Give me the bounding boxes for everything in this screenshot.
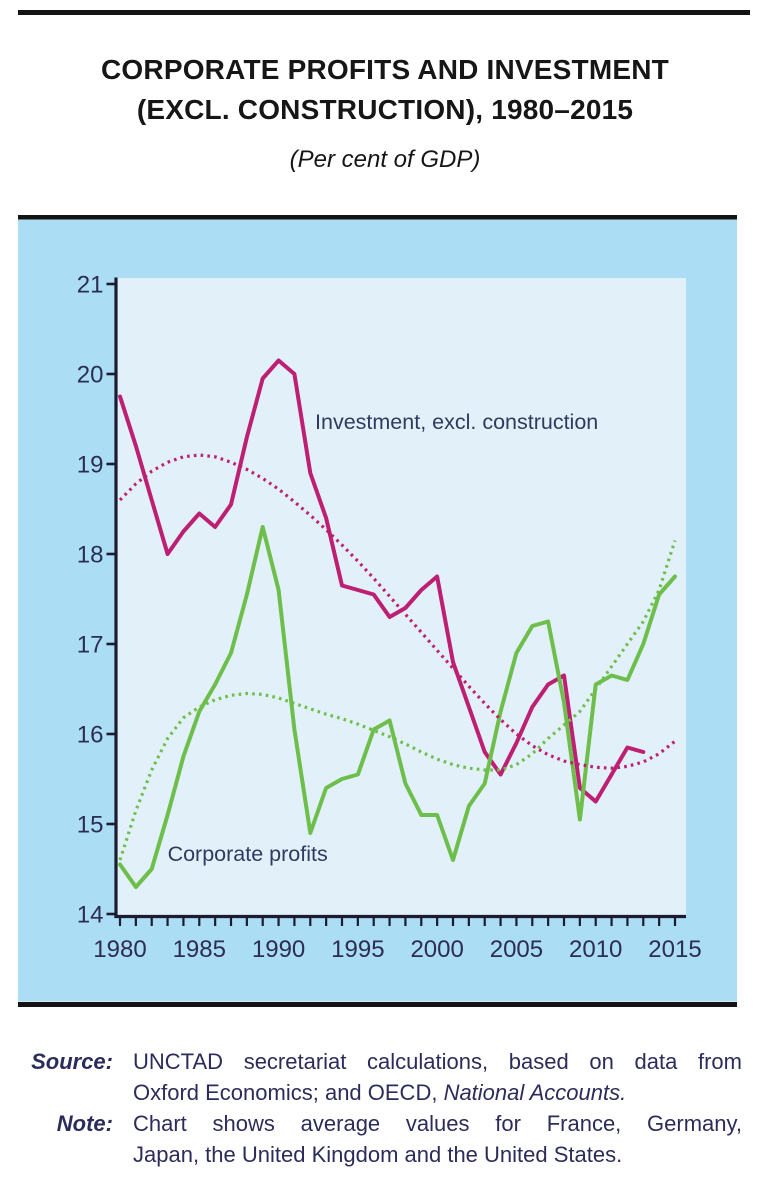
source-publication-title: National Accounts. bbox=[443, 1080, 627, 1105]
y-tick-label: 14 bbox=[77, 902, 104, 929]
y-tick-label: 15 bbox=[77, 812, 104, 839]
x-tick-label: 1985 bbox=[173, 936, 226, 963]
x-tick-label: 2005 bbox=[490, 936, 543, 963]
x-tick-label: 2010 bbox=[569, 936, 622, 963]
title-line-2: (EXCL. CONSTRUCTION), 1980–2015 bbox=[136, 94, 634, 125]
y-tick-label: 20 bbox=[77, 362, 104, 389]
note-text-line2: Japan, the United Kingdom and the United… bbox=[133, 1142, 623, 1167]
figure-subtitle: (Per cent of GDP) bbox=[289, 146, 481, 173]
x-tick-label: 1980 bbox=[93, 936, 146, 963]
note-label: Note: bbox=[56, 1111, 113, 1136]
y-tick-label: 21 bbox=[77, 272, 104, 299]
panel-top-rule bbox=[18, 215, 737, 220]
corporate-profits-label: Corporate profits bbox=[168, 842, 328, 866]
source-text: UNCTAD secretariat calculations, based o… bbox=[133, 1046, 742, 1108]
title-line-1: CORPORATE PROFITS AND INVESTMENT bbox=[101, 54, 669, 85]
y-tick-label: 16 bbox=[77, 722, 104, 749]
investment-line bbox=[118, 358, 646, 804]
figure-title: CORPORATE PROFITS AND INVESTMENT (EXCL. C… bbox=[0, 50, 770, 130]
panel-bottom-rule bbox=[18, 1002, 737, 1007]
investment-label: Investment, excl. construction bbox=[315, 410, 598, 434]
plot-area bbox=[116, 278, 686, 917]
x-tick-label: 2015 bbox=[648, 936, 701, 963]
note-text-line1: Chart shows average values for France, G… bbox=[133, 1111, 742, 1136]
y-tick-label: 18 bbox=[77, 542, 104, 569]
source-text-line2-normal: Oxford Economics; and OECD, bbox=[133, 1080, 444, 1105]
y-tick-label: 17 bbox=[77, 632, 104, 659]
corporate-profits-line bbox=[118, 525, 677, 889]
footnotes: Source: UNCTAD secretariat calculations,… bbox=[30, 1046, 742, 1170]
source-label: Source: bbox=[31, 1049, 113, 1074]
chart-panel: 14 15 16 17 18 19 20 21 1980 1985 1990 1995 2000 2005… bbox=[18, 215, 737, 1007]
source-text-line1: UNCTAD secretariat calculations, based o… bbox=[133, 1049, 742, 1074]
top-rule bbox=[18, 10, 750, 15]
source-text-line2: Oxford Economics; and OECD, National Acc… bbox=[133, 1077, 742, 1108]
x-tick-label: 2000 bbox=[410, 936, 463, 963]
investment-trend-line bbox=[118, 453, 676, 770]
y-tick-label: 19 bbox=[77, 452, 104, 479]
note-text: Chart shows average values for France, G… bbox=[133, 1108, 742, 1170]
x-tick-label: 1995 bbox=[331, 936, 384, 963]
corporate-profits-trend-line bbox=[118, 540, 677, 861]
x-tick-label: 1990 bbox=[252, 936, 305, 963]
